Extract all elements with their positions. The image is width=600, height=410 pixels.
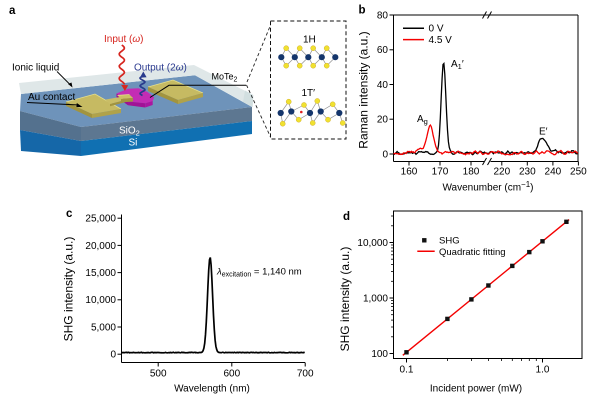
svg-text:MoTe2: MoTe2 — [212, 71, 238, 83]
svg-text:10,000: 10,000 — [85, 295, 116, 306]
svg-text:b: b — [359, 5, 366, 17]
svg-text:10,000: 10,000 — [357, 238, 388, 249]
svg-text:c: c — [66, 208, 73, 220]
svg-text:180: 180 — [463, 167, 480, 178]
svg-text:20: 20 — [377, 115, 389, 126]
svg-text:Ag: Ag — [417, 114, 428, 126]
svg-text:20,000: 20,000 — [85, 241, 116, 252]
svg-text:500: 500 — [150, 369, 167, 380]
svg-text:600: 600 — [223, 369, 240, 380]
svg-text:170: 170 — [432, 167, 449, 178]
svg-text:Au contact: Au contact — [28, 92, 75, 103]
svg-text:λexcitation = 1,140 nm: λexcitation = 1,140 nm — [216, 267, 302, 279]
svg-text:700: 700 — [297, 369, 314, 380]
svg-text:230: 230 — [519, 167, 536, 178]
svg-text:220: 220 — [493, 167, 510, 178]
svg-text:250: 250 — [570, 167, 587, 178]
svg-text:1T′: 1T′ — [302, 88, 316, 99]
svg-text:SHG intensity (a.u.): SHG intensity (a.u.) — [338, 247, 352, 352]
svg-text:0: 0 — [110, 350, 116, 361]
svg-text:160: 160 — [401, 167, 418, 178]
svg-text:d: d — [343, 211, 350, 223]
svg-text:5,000: 5,000 — [91, 322, 116, 333]
svg-text:240: 240 — [545, 167, 562, 178]
svg-text:a: a — [9, 5, 16, 17]
svg-text:E′: E′ — [539, 127, 548, 138]
svg-text:Output (2ω): Output (2ω) — [134, 63, 187, 74]
svg-text:SiO2: SiO2 — [119, 126, 140, 138]
svg-text:1,000: 1,000 — [363, 293, 388, 304]
svg-text:Si: Si — [129, 137, 138, 148]
svg-text:1H: 1H — [303, 35, 316, 46]
svg-text:0 V: 0 V — [429, 24, 444, 35]
svg-text:60: 60 — [377, 45, 389, 56]
svg-text:Quadratic fitting: Quadratic fitting — [439, 247, 506, 258]
svg-text:Wavenumber (cm−1): Wavenumber (cm−1) — [442, 180, 533, 194]
svg-text:Raman intensity (a.u.): Raman intensity (a.u.) — [357, 31, 371, 148]
svg-text:100: 100 — [371, 349, 388, 360]
svg-text:80: 80 — [377, 10, 389, 21]
svg-text:4.5 V: 4.5 V — [429, 35, 453, 46]
svg-text:SHG intensity (a.u.): SHG intensity (a.u.) — [62, 237, 76, 342]
svg-text:A1′: A1′ — [451, 59, 464, 71]
svg-text:0: 0 — [382, 149, 388, 160]
svg-text:Incident power (mW): Incident power (mW) — [430, 384, 522, 395]
svg-text:25,000: 25,000 — [85, 214, 116, 225]
svg-text:1.0: 1.0 — [536, 365, 550, 376]
svg-text:0.1: 0.1 — [400, 365, 414, 376]
svg-text:40: 40 — [377, 80, 389, 91]
svg-text:SHG: SHG — [439, 235, 460, 246]
svg-text:15,000: 15,000 — [85, 268, 116, 279]
svg-text:Ionic liquid: Ionic liquid — [12, 63, 59, 74]
svg-text:Wavelength (nm): Wavelength (nm) — [174, 384, 250, 395]
svg-text:Input (ω): Input (ω) — [104, 34, 144, 45]
